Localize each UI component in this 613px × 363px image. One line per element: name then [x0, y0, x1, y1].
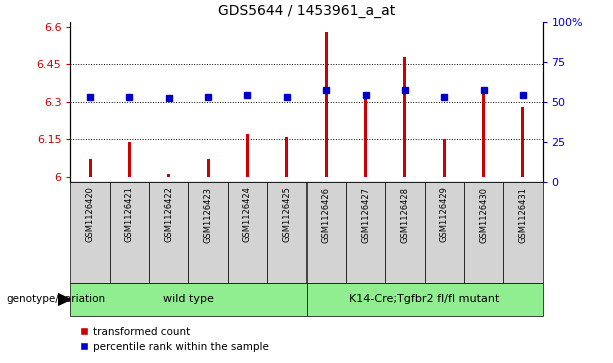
Bar: [246, 134, 249, 176]
Bar: [149, 182, 189, 283]
Text: GSM1126428: GSM1126428: [400, 187, 409, 242]
Text: GSM1126427: GSM1126427: [361, 187, 370, 242]
Text: GSM1126422: GSM1126422: [164, 187, 173, 242]
Polygon shape: [58, 294, 70, 305]
Bar: [167, 174, 170, 176]
Text: GSM1126423: GSM1126423: [204, 187, 213, 242]
Text: GSM1126424: GSM1126424: [243, 187, 252, 242]
Bar: [424, 182, 464, 283]
Text: wild type: wild type: [163, 294, 214, 305]
Bar: [306, 283, 543, 316]
Bar: [464, 182, 503, 283]
Bar: [267, 182, 306, 283]
Bar: [70, 182, 110, 283]
Bar: [364, 97, 367, 176]
Title: GDS5644 / 1453961_a_at: GDS5644 / 1453961_a_at: [218, 4, 395, 18]
Bar: [443, 139, 446, 176]
Bar: [403, 57, 406, 176]
Text: genotype/variation: genotype/variation: [6, 294, 105, 305]
Text: GSM1126430: GSM1126430: [479, 187, 488, 242]
Bar: [306, 182, 346, 283]
Bar: [285, 136, 288, 176]
Bar: [207, 159, 210, 176]
Text: K14-Cre;Tgfbr2 fl/fl mutant: K14-Cre;Tgfbr2 fl/fl mutant: [349, 294, 500, 305]
Bar: [128, 142, 131, 176]
Text: GSM1126426: GSM1126426: [322, 187, 330, 242]
Bar: [482, 92, 485, 176]
Bar: [70, 283, 306, 316]
Bar: [346, 182, 385, 283]
Bar: [385, 182, 424, 283]
Bar: [89, 159, 92, 176]
Text: GSM1126431: GSM1126431: [519, 187, 527, 242]
Bar: [521, 107, 524, 176]
Text: GSM1126421: GSM1126421: [125, 187, 134, 242]
Legend: transformed count, percentile rank within the sample: transformed count, percentile rank withi…: [75, 322, 273, 356]
Text: GSM1126425: GSM1126425: [283, 187, 291, 242]
Bar: [110, 182, 149, 283]
Text: GSM1126429: GSM1126429: [440, 187, 449, 242]
Bar: [228, 182, 267, 283]
Bar: [503, 182, 543, 283]
Bar: [189, 182, 228, 283]
Text: GSM1126420: GSM1126420: [86, 187, 94, 242]
Bar: [325, 32, 328, 176]
